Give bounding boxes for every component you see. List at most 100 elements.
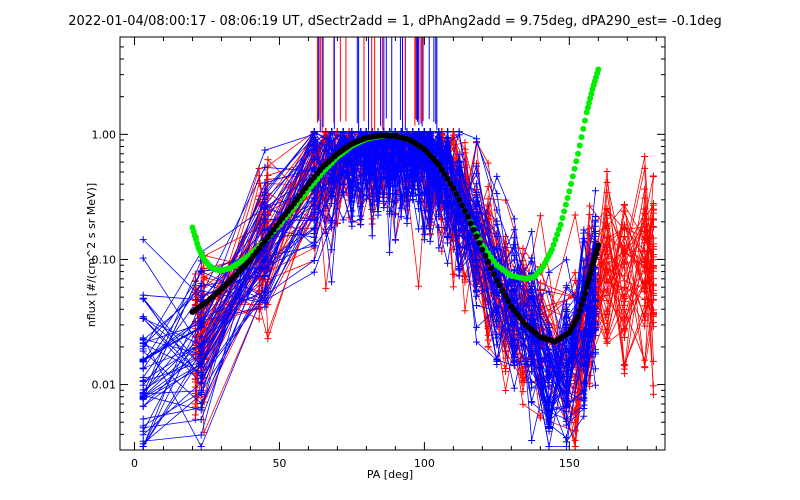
red-series-point [519,250,527,258]
red-series-point [484,159,492,167]
blue-series-point [415,128,423,136]
red-series-point [449,245,457,253]
red-series-point [519,378,527,386]
blue-series-point [580,229,588,237]
blue-series-point [415,153,423,161]
black-fit-point [485,258,492,265]
blue-series-point [455,151,463,159]
blue-series-point [415,178,423,186]
blue-series-point [386,190,394,198]
y-tick-label: 0.01 [92,379,117,392]
black-fit-point [581,290,588,297]
blue-series-point [493,190,501,198]
red-series-point [438,247,446,255]
blue-series-point [510,357,518,365]
blue-series-point [139,254,147,262]
red-series-point [641,227,649,235]
red-series-point [603,275,611,283]
red-series-point [641,364,649,372]
blue-series-point [368,149,376,157]
blue-series-point [139,390,147,398]
blue-series-point [528,254,536,262]
blue-series-point [197,416,205,424]
blue-series-point [339,180,347,188]
blue-series-point [510,342,518,350]
green-fit-point [566,188,573,195]
black-fit-point [595,242,602,249]
blue-series-point [473,213,481,221]
blue-series-point [580,361,588,369]
blue-series-point [528,362,536,370]
black-fit-point [578,301,585,308]
blue-series-point [197,350,205,358]
blue-series-point [139,314,147,322]
black-fit-point [435,161,442,168]
blue-series-point [328,278,336,286]
blue-series-point [528,437,536,445]
blue-series-point [197,340,205,348]
blue-series-point [510,215,518,223]
blue-series-point [368,232,376,240]
blue-series-point [386,248,394,256]
green-fit-point [555,226,562,233]
blue-series-point [409,157,417,165]
red-series-point [620,362,628,370]
black-fit-point [505,298,512,305]
blue-series-point [310,137,318,145]
green-fit-point [573,158,580,165]
green-fit-point [557,221,564,228]
blue-series-point [435,185,443,193]
blue-series-point [510,297,518,305]
red-series-point [649,323,657,331]
red-series-point [586,202,594,210]
blue-series-point [368,173,376,181]
red-series-point [649,245,657,253]
blue-series-point [357,149,365,157]
blue-series-point [310,256,318,264]
blue-series-point [493,357,501,365]
black-fit-point [473,233,480,240]
blue-series-point [580,340,588,348]
green-fit-point [561,208,568,215]
red-series-point [461,307,469,315]
blue-series-point [261,264,269,272]
blue-series-point [473,263,481,271]
blue-series-point [510,351,518,359]
blue-series-point [380,190,388,198]
blue-series-point [580,387,588,395]
red-series-point [649,223,657,231]
red-series-point [484,331,492,339]
red-series-point [255,315,263,323]
blue-series-point [435,244,443,252]
blue-series-point [455,128,463,136]
black-fit-point [490,271,497,278]
red-series-point [264,156,272,164]
blue-series-point [591,381,599,389]
red-series-point [603,326,611,334]
blue-series-point [197,371,205,379]
blue-series-point [374,197,382,205]
blue-series-point [368,155,376,163]
blue-series-point [591,237,599,245]
black-fit-point [482,252,489,259]
green-fit-point [580,125,587,132]
red-series-point [264,171,272,179]
black-fit-point [441,171,448,178]
blue-series-point [357,160,365,168]
blue-series-point [473,323,481,331]
blue-series-point [493,230,501,238]
blue-series-point [473,135,481,143]
red-series-point [641,257,649,265]
green-fit-point [583,109,590,116]
green-fit-point [586,100,593,107]
blue-series-point [362,180,370,188]
blue-series-point [562,308,570,316]
red-series-point [603,167,611,175]
blue-series-point [310,194,318,202]
red-series-point [536,212,544,220]
blue-series-point [444,259,452,267]
blue-series-point [197,442,205,450]
red-series-point [449,283,457,291]
blue-series-point [510,318,518,326]
